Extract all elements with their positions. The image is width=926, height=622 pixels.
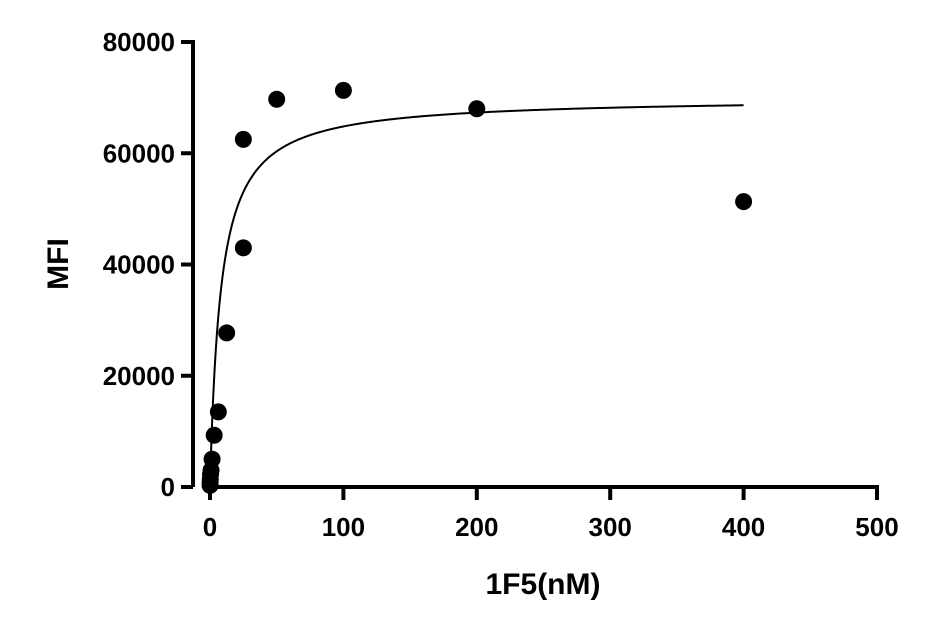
y-tick-label: 40000: [103, 250, 175, 280]
axes: [191, 40, 879, 489]
data-point: [209, 403, 227, 421]
x-tick-label: 200: [455, 512, 498, 542]
data-point: [234, 239, 252, 257]
x-tick-label: 500: [855, 512, 898, 542]
data-point: [735, 193, 753, 211]
data-point: [268, 90, 286, 108]
x-tick-label: 400: [722, 512, 765, 542]
data-point: [334, 81, 352, 99]
y-axis-title: MFI: [42, 238, 75, 290]
y-tick-label: 20000: [103, 361, 175, 391]
y-tick-label: 80000: [103, 27, 175, 57]
data-point: [468, 100, 486, 118]
x-axis-title: 1F5(nM): [486, 568, 601, 601]
data-points: [201, 81, 753, 494]
x-tick-label: 300: [589, 512, 632, 542]
data-point: [205, 426, 223, 444]
y-ticks: 0 20000 40000 60000 80000: [103, 27, 193, 502]
fit-curve-line: [209, 104, 744, 487]
data-point: [234, 130, 252, 148]
x-tick-label: 0: [203, 512, 217, 542]
y-tick-label: 0: [161, 472, 175, 502]
y-tick-label: 60000: [103, 138, 175, 168]
data-point: [203, 450, 221, 468]
data-point: [218, 324, 236, 342]
x-ticks: 0 100 200 300 400 500: [203, 487, 899, 542]
x-tick-label: 100: [322, 512, 365, 542]
